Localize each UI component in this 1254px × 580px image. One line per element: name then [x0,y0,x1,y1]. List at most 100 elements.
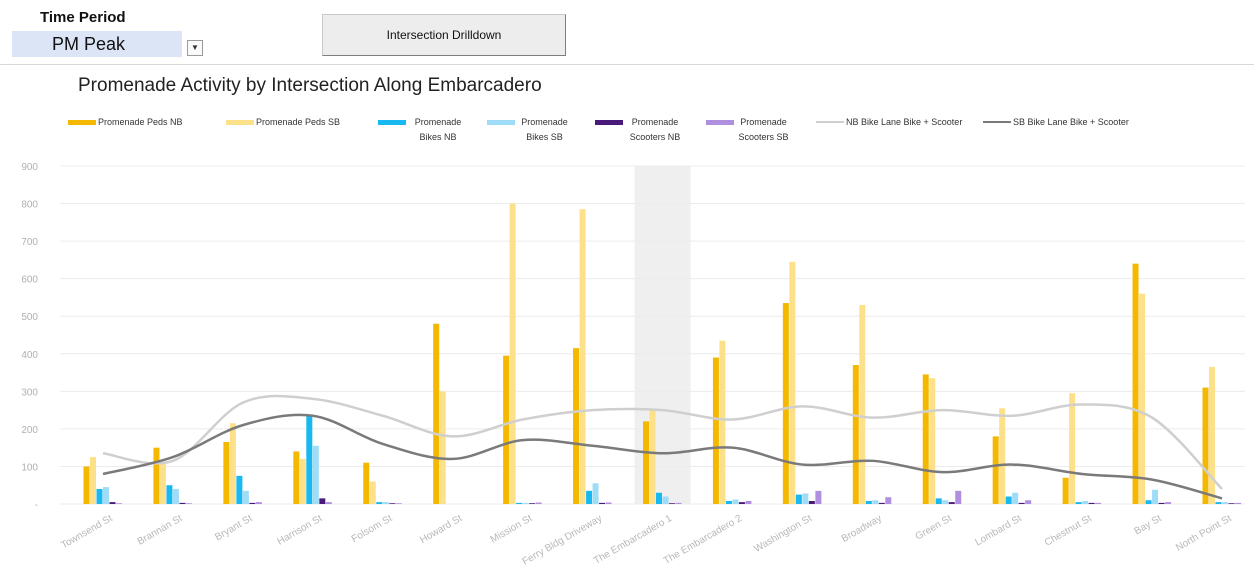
x-tick-label: Bay St [1133,513,1164,537]
bar-promenade-bikes-sb [802,493,809,504]
bar-promenade-bikes-nb [1145,500,1152,504]
bar-promenade-scooters-sb [1235,502,1241,504]
bar-promenade-peds-sb [649,410,656,504]
bar-promenade-scooters-nb [878,502,885,504]
x-tick-label: North Point St [1174,513,1234,554]
x-tick-label: Bryant St [213,513,254,543]
bar-promenade-peds-sb [929,378,936,504]
bar-promenade-bikes-nb [1005,496,1012,504]
bar-promenade-bikes-sb [872,500,879,504]
bar-promenade-bikes-nb [376,502,383,504]
bar-promenade-scooters-nb [179,502,186,504]
bar-promenade-peds-nb [83,466,90,504]
bar-promenade-bikes-sb [522,502,529,504]
bar-promenade-scooters-sb [395,503,402,504]
bar-promenade-peds-sb [999,408,1006,504]
bar-promenade-peds-sb [789,261,796,504]
y-tick-label: 200 [21,425,38,436]
bar-promenade-scooters-nb [808,500,815,504]
bar-promenade-peds-nb [293,451,300,504]
bar-promenade-peds-nb [153,447,160,504]
bar-promenade-bikes-sb [592,483,599,504]
y-tick-label: 400 [21,350,38,361]
bar-promenade-peds-nb [992,436,999,504]
y-tick-label: 500 [21,312,38,323]
bar-promenade-bikes-sb [1082,500,1089,504]
bar-promenade-bikes-nb [1215,502,1222,504]
bar-promenade-bikes-nb [96,488,103,504]
bar-promenade-scooters-sb [1165,502,1172,504]
y-tick-label: 300 [21,387,38,398]
bar-promenade-peds-sb [369,481,376,504]
bar-promenade-peds-sb [1209,366,1215,504]
bar-promenade-scooters-sb [185,503,192,504]
x-tick-label: Folsom St [350,513,395,545]
x-tick-label: Brannan St [136,513,185,548]
bar-promenade-scooters-nb [529,503,536,504]
y-tick-label: 100 [21,462,38,473]
bar-promenade-scooters-nb [599,502,606,504]
bar-promenade-bikes-sb [172,488,179,504]
bar-promenade-peds-sb [579,209,586,504]
bar-promenade-scooters-nb [249,502,256,504]
time-period-select[interactable]: PM Peak [12,31,182,57]
y-tick-label: - [35,500,38,511]
bar-promenade-bikes-nb [236,475,243,504]
bar-promenade-scooters-nb [389,503,396,504]
bar-promenade-scooters-nb [1158,502,1165,504]
bar-promenade-peds-sb [1069,393,1076,504]
y-tick-label: 800 [21,200,38,211]
bar-promenade-bikes-nb [306,415,313,504]
bar-promenade-scooters-sb [955,490,962,504]
legend-swatch [816,121,844,123]
separator-line [0,64,1254,65]
bar-promenade-peds-nb [503,355,510,504]
bar-promenade-peds-nb [922,374,929,504]
x-tick-label: Townsend St [59,513,114,551]
bar-promenade-scooters-sb [116,503,122,504]
bar-promenade-scooters-nb [109,502,116,504]
legend-label: Promenade Scooters NB [629,117,681,142]
legend-swatch [68,120,96,125]
bar-promenade-bikes-nb [725,500,732,504]
bar-promenade-bikes-sb [732,499,739,504]
bar-promenade-bikes-sb [382,502,389,504]
bar-promenade-scooters-sb [1095,502,1102,504]
bar-promenade-scooters-sb [325,502,332,504]
bar-promenade-peds-nb [1062,477,1069,504]
bar-promenade-bikes-nb [656,492,662,504]
bar-promenade-peds-nb [1132,263,1139,504]
bar-promenade-peds-sb [90,457,96,504]
bar-promenade-peds-nb [433,323,440,504]
x-tick-label: Broadway [840,513,884,545]
bar-promenade-peds-sb [299,458,306,504]
bar-promenade-peds-sb [159,462,166,504]
bar-promenade-scooters-nb [1088,502,1095,504]
legend-label: Promenade Scooters SB [738,117,789,142]
bar-promenade-bikes-sb [312,445,319,504]
legend-swatch [487,120,515,125]
intersection-drilldown-button[interactable]: Intersection Drilldown [322,14,566,56]
x-tick-label: Howard St [418,513,464,546]
legend-label: Promenade Peds NB [98,117,183,127]
bar-promenade-scooters-nb [1228,503,1235,504]
x-tick-label: Lombard St [973,513,1023,548]
bar-promenade-bikes-nb [865,500,872,504]
legend-swatch [226,120,254,125]
line-sb-bike-lane-bike-scooter [102,413,1223,500]
bar-promenade-scooters-nb [669,503,675,504]
bar-promenade-bikes-sb [1012,492,1019,504]
bar-promenade-bikes-nb [795,494,802,504]
bar-promenade-bikes-sb [942,500,949,504]
chevron-down-icon[interactable]: ▼ [187,40,203,56]
bar-promenade-peds-nb [712,357,719,504]
chart-plot: - 100 200 300 400 500 600 700 800 900 Townsend St B… [21,162,1245,568]
bar-promenade-peds-nb [782,303,789,504]
bar-promenade-bikes-nb [935,498,942,504]
bar-promenade-scooters-sb [535,502,542,504]
legend-label: Promenade Bikes SB [521,117,568,142]
legend-swatch [378,120,406,125]
bar-promenade-scooters-sb [1025,500,1032,504]
bar-promenade-peds-sb [859,304,866,504]
bar-promenade-scooters-sb [255,502,262,504]
